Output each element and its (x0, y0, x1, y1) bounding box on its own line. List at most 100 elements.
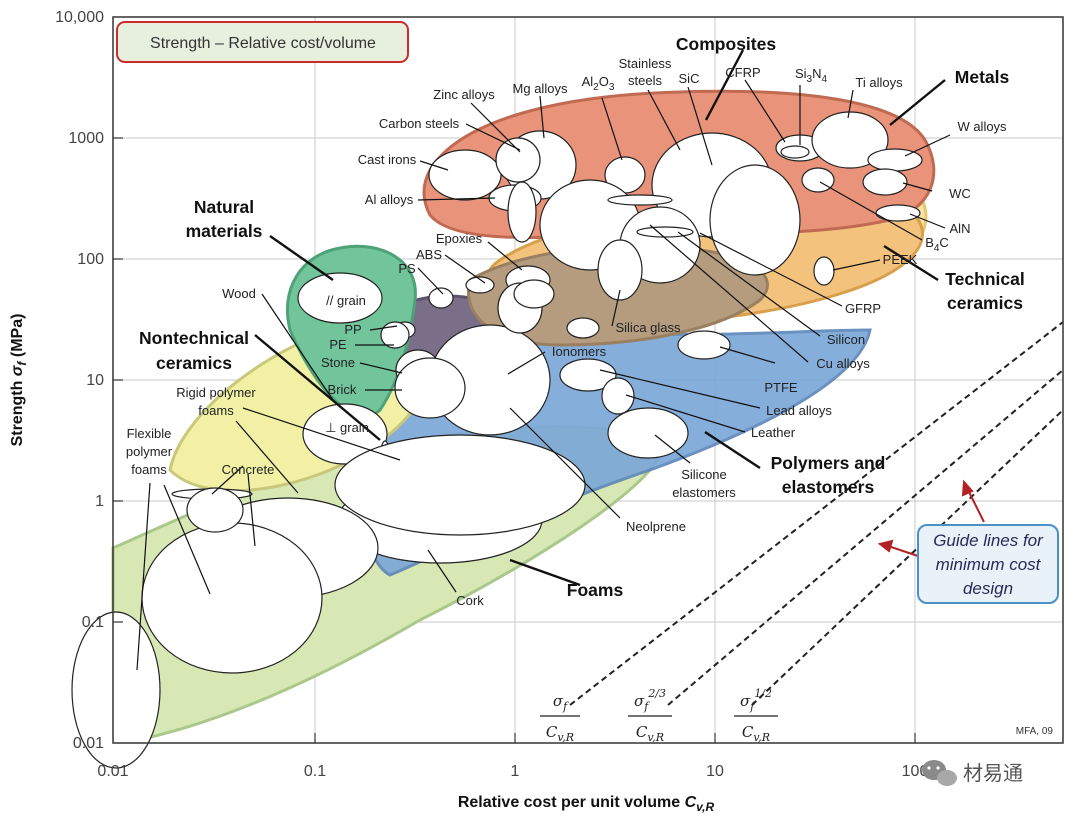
family-label-metals: Metals (955, 67, 1010, 87)
svg-text:σf1/2: σf1/2 (740, 687, 772, 713)
label-b4c: B4C (925, 235, 949, 254)
label-rigid-foams: Rigid polymer (176, 385, 256, 400)
svg-text:Cv,R: Cv,R (636, 723, 664, 744)
y-axis-title: Strength σf (MPa) (9, 314, 29, 447)
family-label-polymers: elastomers (782, 477, 875, 497)
label-brick: Brick (328, 382, 357, 397)
label-silicone: elastomers (672, 485, 736, 500)
label-carbon: Carbon steels (379, 116, 460, 131)
x-tick-label: 0.01 (97, 763, 128, 780)
label-stainless: steels (628, 73, 662, 88)
bubble-leather (601, 377, 635, 415)
label-ionomers: Ionomers (552, 344, 607, 359)
x-tick-label: 10 (706, 763, 724, 780)
bubble-silicone (607, 407, 689, 459)
label-epoxies: Epoxies (436, 231, 483, 246)
bubble-foam-large (334, 434, 586, 536)
bubble-peek (813, 256, 835, 286)
svg-text:Cv,R: Cv,R (742, 723, 770, 744)
wechat-icon (922, 760, 957, 786)
bubble-cu (607, 194, 673, 206)
label-sic: SiC (679, 71, 700, 86)
label-si3n4: Si3N4 (795, 66, 828, 85)
label-perp-grain: ⊥ grain (325, 420, 369, 435)
label-gfrp: GFRP (845, 301, 881, 316)
x-tick-label: 1 (511, 763, 520, 780)
bubble-brick (394, 357, 466, 419)
label-w: W alloys (957, 119, 1007, 134)
label-neoprene: Neolprene (626, 519, 686, 534)
guide-lines (569, 321, 1064, 706)
label-peek: PEEK (883, 252, 918, 267)
label-wc: WC (949, 186, 971, 201)
family-label-natural: materials (186, 221, 263, 241)
credit-label: MFA, 09 (1016, 726, 1054, 737)
bubble-aln (875, 204, 921, 222)
svg-text:σf: σf (553, 692, 569, 713)
label-stainless: Stainless (619, 56, 672, 71)
label-ps: PS (398, 261, 416, 276)
x-axis-title: Relative cost per unit volume Cv,R (458, 794, 715, 814)
label-flexible-foams: polymer (126, 444, 173, 459)
label-leather: Leather (751, 425, 796, 440)
label-aln: AlN (950, 221, 971, 236)
bubble-ti (811, 111, 889, 169)
label-castiron: Cast irons (358, 152, 417, 167)
label-cork: Cork (456, 593, 484, 608)
guide-note-text: minimum cost (936, 555, 1042, 574)
bubble-zinc (495, 137, 541, 183)
family-label-foams: Foams (567, 580, 624, 600)
family-label-tech: ceramics (947, 293, 1023, 313)
bubble-ps (428, 287, 454, 309)
label-cu: Cu alloys (816, 356, 870, 371)
label-silica: Silica glass (615, 320, 681, 335)
label-flexible-foams: foams (131, 462, 167, 477)
tick-marks (113, 137, 916, 743)
x-tick-label: 100 (902, 763, 929, 780)
y-tick-label: 10,000 (55, 9, 104, 26)
label-al2o3: Al2O3 (582, 74, 615, 93)
x-tick-label: 0.1 (304, 763, 326, 780)
label-concrete: Concrete (222, 462, 275, 477)
label-parallel-grain: // grain (326, 293, 366, 308)
svg-text:Cv,R: Cv,R (546, 723, 574, 744)
guide-formulas: σf Cv,R σf2/3 Cv,R σf1/2 Cv,R (540, 687, 778, 744)
label-silicon: Silicon (827, 332, 865, 347)
family-label-nontech: ceramics (156, 353, 232, 373)
leader-lines (136, 49, 951, 671)
y-tick-label: 1000 (68, 130, 104, 147)
label-ptfe: PTFE (764, 380, 798, 395)
family-label-composites: Composites (676, 34, 776, 54)
label-mg: Mg alloys (513, 81, 568, 96)
bubble-b4c (801, 167, 835, 193)
watermark: 材易通 (922, 760, 1023, 786)
guide-note-box: Guide lines for minimum cost design (917, 524, 1059, 604)
label-al: Al alloys (365, 192, 414, 207)
bubble-pe (380, 321, 410, 349)
bubble-lead (559, 358, 617, 392)
x-tick-labels: 0.01 0.1 1 10 100 (97, 763, 928, 780)
y-tick-label: 1 (95, 493, 104, 510)
svg-text:σf2/3: σf2/3 (634, 687, 666, 713)
watermark-text: 材易通 (963, 761, 1023, 785)
bubble-wc (862, 168, 908, 196)
label-ti: Ti alloys (855, 75, 903, 90)
label-lead: Lead alloys (766, 403, 832, 418)
y-tick-label: 0.1 (82, 614, 104, 631)
bubble-small-1 (566, 317, 600, 339)
material-labels: Zinc alloys Mg alloys Al2O3 Stainless st… (126, 56, 1007, 608)
label-wood: Wood (222, 286, 256, 301)
label-stone: Stone (321, 355, 355, 370)
bubble-ptfe (677, 330, 731, 360)
guide-note-text: Guide lines for (933, 531, 1044, 550)
label-zinc: Zinc alloys (433, 87, 495, 102)
formula-1: σf Cv,R (540, 692, 580, 744)
bubble-steel-long (709, 164, 801, 276)
label-abs: ABS (416, 247, 442, 262)
bubble-silicon (636, 226, 694, 238)
family-label-natural: Natural (194, 197, 254, 217)
label-flexible-foams: Flexible (127, 426, 172, 441)
guide-line-23 (667, 369, 1064, 706)
bubble-flexible-foam (141, 522, 323, 674)
